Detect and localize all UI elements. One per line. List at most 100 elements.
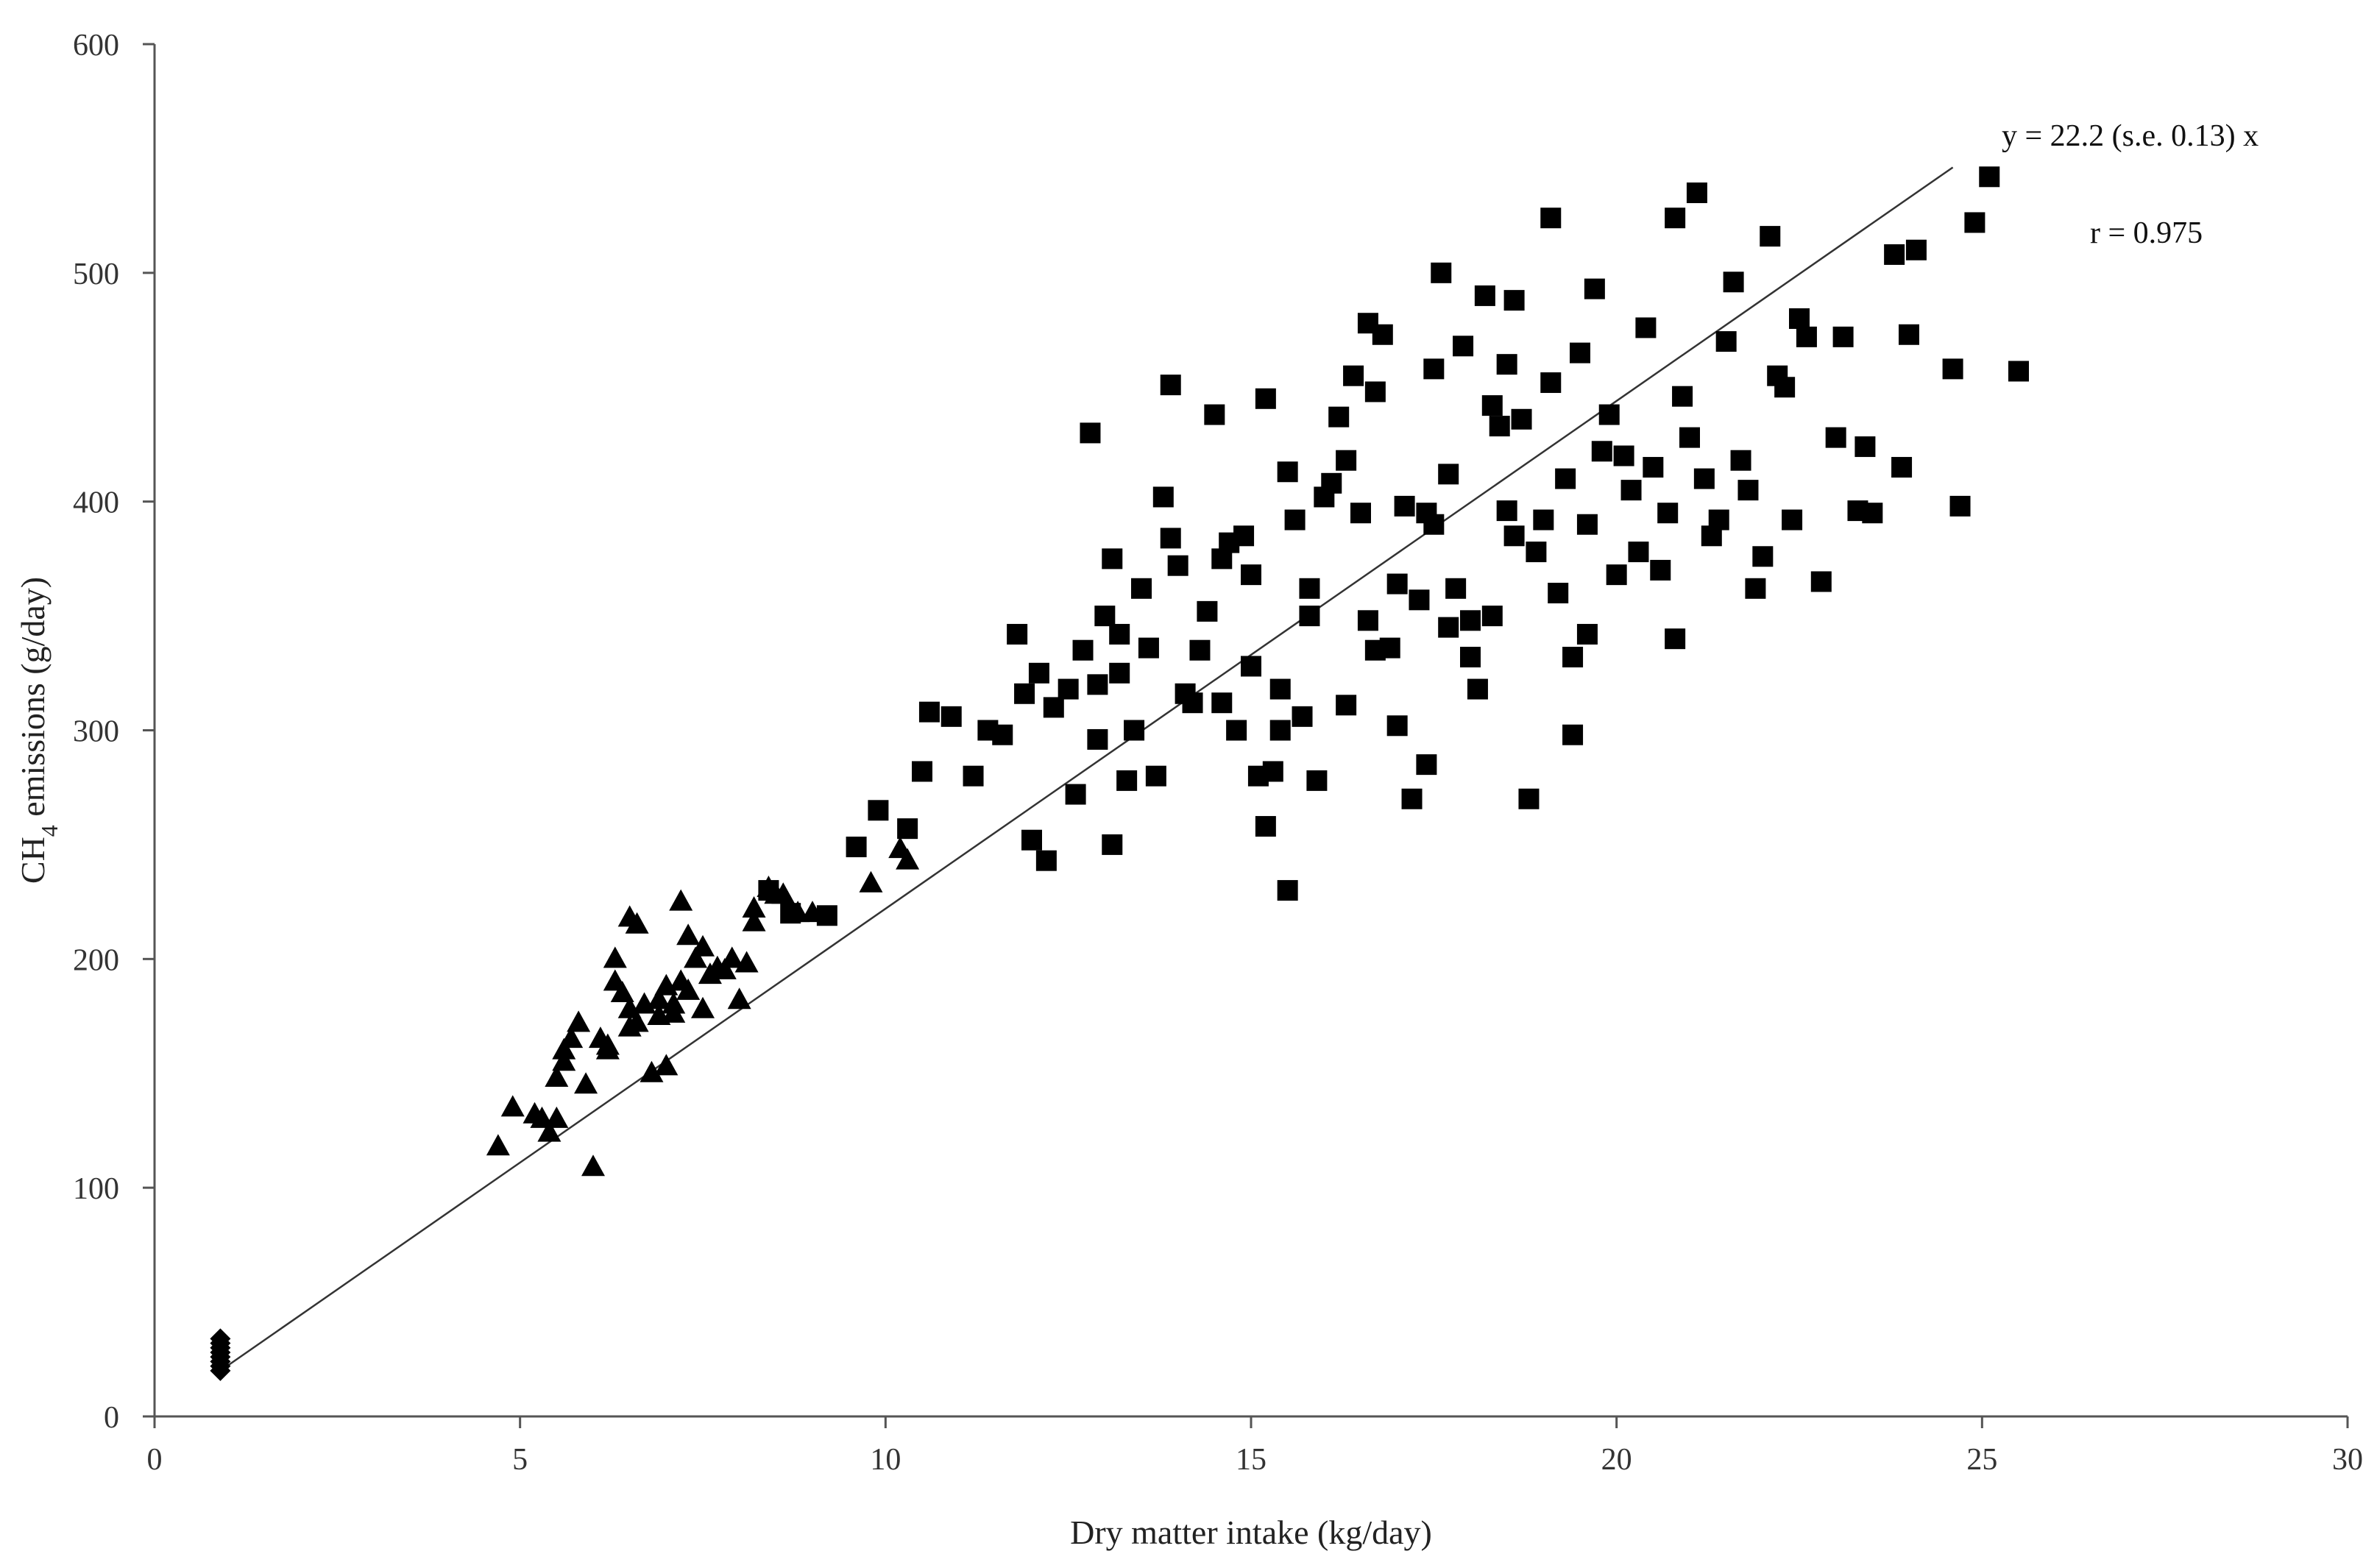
regression-line: [219, 166, 1954, 1372]
triangle-point: [625, 912, 649, 934]
square-point: [1723, 272, 1744, 293]
square-point: [1028, 662, 1049, 684]
square-point: [1576, 514, 1598, 535]
square-point: [1102, 834, 1123, 855]
y-tick-label: 0: [104, 1401, 119, 1435]
square-point: [1072, 639, 1094, 661]
y-tick-label: 400: [73, 486, 119, 520]
square-point: [1708, 509, 1729, 531]
square-point: [1160, 375, 1181, 396]
square-point: [1416, 503, 1437, 524]
y-axis-title: CH4 emissions (g/day): [14, 577, 63, 884]
square-point: [1511, 408, 1532, 430]
square-point: [1460, 647, 1481, 668]
square-point: [1620, 480, 1642, 501]
square-point: [1745, 578, 1766, 599]
square-point: [1855, 436, 1876, 458]
square-point: [1693, 468, 1715, 489]
square-point: [1321, 472, 1342, 494]
square-point: [1562, 647, 1584, 668]
triangle-point: [742, 909, 766, 932]
square-point: [1752, 546, 1774, 567]
square-point: [1211, 692, 1233, 714]
square-point: [1643, 457, 1664, 478]
square-point: [1255, 388, 1276, 409]
x-tick-label: 15: [1236, 1443, 1267, 1477]
square-point: [1269, 678, 1291, 700]
triangle-point: [691, 934, 715, 957]
square-point: [1665, 207, 1686, 229]
y-axis-ticks: 0 100 200 300 400 500 600: [73, 29, 155, 1435]
triangle-point: [712, 957, 737, 979]
data-points: [210, 166, 2029, 1381]
square-point: [1672, 386, 1693, 407]
square-point: [1087, 728, 1108, 750]
x-tick-label: 25: [1966, 1443, 1997, 1477]
y-tick-label: 500: [73, 258, 119, 291]
x-axis-title: Dry matter intake (kg/day): [1070, 1514, 1432, 1551]
square-point: [1679, 427, 1700, 448]
square-point: [1007, 623, 1028, 645]
x-tick-label: 10: [870, 1443, 901, 1477]
square-point: [912, 761, 932, 782]
square-point: [1533, 509, 1554, 531]
triangle-point: [742, 895, 766, 918]
square-point: [1884, 244, 1905, 265]
square-point: [1109, 662, 1130, 684]
triangle-point: [581, 1154, 605, 1177]
square-point: [758, 880, 779, 901]
triangle-point: [603, 946, 627, 968]
triangle-point: [617, 1015, 642, 1037]
square-point: [1299, 578, 1320, 599]
square-point: [1233, 525, 1255, 547]
square-point: [1416, 754, 1437, 776]
square-point: [1364, 639, 1386, 661]
square-point: [1262, 761, 1283, 782]
triangle-point: [647, 987, 671, 1010]
y-tick-label: 200: [73, 943, 119, 977]
square-point: [1292, 706, 1313, 727]
square-point: [1964, 212, 1985, 233]
square-point: [1182, 692, 1203, 714]
square-point: [1145, 765, 1166, 787]
triangle-point: [896, 848, 920, 870]
triangle-point: [684, 946, 708, 968]
triangle-point: [567, 1010, 591, 1032]
square-point: [1665, 628, 1686, 650]
square-point: [780, 903, 801, 924]
triangle-point: [500, 1095, 525, 1117]
square-point: [1467, 678, 1488, 700]
square-point: [1423, 358, 1445, 380]
square-point: [1598, 404, 1620, 425]
triangle-point: [676, 978, 701, 1000]
square-point: [1372, 324, 1393, 345]
square-point: [1431, 262, 1452, 283]
square-point: [1789, 308, 1810, 329]
triangle-point: [537, 1120, 562, 1142]
square-point: [1284, 509, 1306, 531]
square-point: [1810, 571, 1832, 592]
triangle-point: [574, 1072, 598, 1094]
square-point: [1481, 606, 1503, 627]
square-point: [1021, 829, 1042, 851]
square-point: [1269, 720, 1291, 741]
square-point: [1942, 358, 1963, 380]
square-point: [1364, 381, 1386, 402]
square-point: [1102, 548, 1123, 570]
square-point: [1796, 326, 1817, 347]
square-point: [1555, 468, 1576, 489]
square-point: [1460, 610, 1481, 631]
square-point: [1401, 788, 1423, 809]
square-point: [1131, 578, 1152, 599]
square-point: [1160, 528, 1181, 549]
square-point: [1438, 464, 1459, 485]
y-axis-title-prefix: CH: [14, 837, 52, 884]
square-point: [1035, 850, 1057, 871]
square-point: [1116, 770, 1138, 791]
triangle-point: [720, 946, 744, 968]
square-point: [1453, 336, 1474, 357]
square-point: [1094, 606, 1116, 627]
regression-equation-label: y = 22.2 (s.e. 0.13) x: [2002, 119, 2259, 153]
x-tick-label: 0: [147, 1443, 163, 1477]
square-point: [1336, 450, 1357, 471]
